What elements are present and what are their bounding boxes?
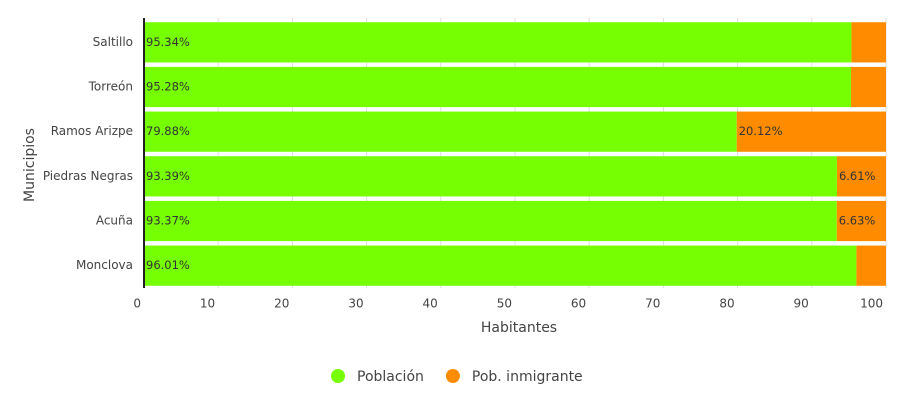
- data-label: 95.28%: [146, 80, 190, 94]
- y-tick-label: Torreón: [88, 80, 133, 94]
- data-label: 93.39%: [146, 169, 190, 183]
- bar-segment: [144, 156, 837, 197]
- y-tick-label: Ramos Arizpe: [51, 124, 133, 138]
- legend-label: Pob. inmigrante: [472, 369, 583, 385]
- data-label: 6.61%: [839, 169, 876, 183]
- x-tick-label: 90: [794, 297, 809, 311]
- x-tick-label: 50: [497, 297, 512, 311]
- data-label: 96.01%: [146, 258, 190, 272]
- bar-segment: [144, 111, 737, 152]
- x-tick-label: 80: [719, 297, 734, 311]
- y-tick-label: Monclova: [76, 258, 133, 272]
- x-tick-label: 30: [348, 297, 363, 311]
- bar-segment: [836, 156, 886, 197]
- bar-segment: [736, 111, 886, 152]
- y-tick-label: Piedras Negras: [43, 169, 133, 183]
- y-tick-label: Saltillo: [93, 35, 133, 49]
- data-label: 95.34%: [146, 35, 190, 49]
- x-tick-label: 60: [571, 297, 586, 311]
- bar-segment: [851, 22, 886, 63]
- y-tick-label: Acuña: [96, 214, 133, 228]
- data-label: 79.88%: [146, 124, 190, 138]
- bar-segment: [144, 200, 837, 242]
- bar-segment: [144, 245, 857, 286]
- bar-segment: [850, 66, 886, 108]
- legend-marker: [445, 369, 460, 383]
- bar-segment: [144, 66, 851, 108]
- data-label: 20.12%: [739, 124, 783, 138]
- data-label: 6.63%: [839, 214, 876, 228]
- bar-segment: [856, 245, 886, 286]
- legend-marker: [331, 369, 345, 383]
- bar-segment: [144, 22, 852, 63]
- data-label: 93.37%: [146, 214, 190, 228]
- x-axis-title: Habitantes: [481, 320, 557, 336]
- x-tick-label: 100: [860, 297, 883, 311]
- legend-label: Población: [357, 369, 424, 385]
- y-axis-title: Municipios: [22, 128, 38, 202]
- x-tick-label: 70: [645, 297, 660, 311]
- bar-segment: [836, 200, 886, 242]
- x-tick-label: 40: [423, 297, 438, 311]
- x-tick-label: 0: [133, 297, 141, 311]
- x-tick-label: 10: [200, 297, 215, 311]
- x-tick-label: 20: [274, 297, 289, 311]
